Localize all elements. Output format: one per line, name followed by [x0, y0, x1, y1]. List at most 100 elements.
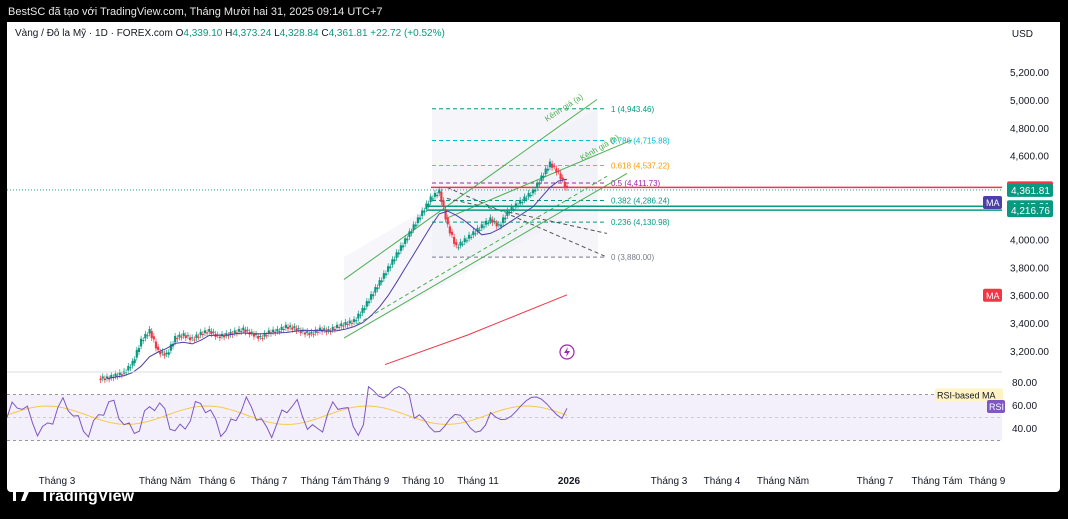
rsi-band — [7, 394, 1002, 441]
candle — [329, 331, 332, 333]
time-label: Tháng 7 — [856, 476, 894, 487]
candle — [227, 335, 230, 337]
candle — [265, 335, 268, 337]
candle — [165, 352, 168, 355]
candle — [312, 333, 315, 335]
candle — [378, 280, 381, 286]
candle — [529, 194, 532, 196]
time-label: Tháng 9 — [968, 476, 1006, 487]
candle — [484, 220, 488, 225]
rsi-tag — [987, 400, 1005, 413]
channel-shade — [344, 108, 597, 339]
candle — [461, 243, 464, 245]
candle — [521, 201, 524, 203]
candle — [174, 335, 177, 343]
candle — [480, 224, 483, 229]
candle — [433, 192, 437, 197]
candle — [335, 324, 339, 328]
candle — [301, 330, 305, 332]
candle — [489, 217, 492, 222]
candle — [395, 252, 398, 258]
close-value: 4,361.81 — [328, 28, 368, 39]
candle — [152, 336, 155, 340]
alert-icon — [559, 344, 575, 360]
fib-label-6: 0 (3,880.00) — [611, 253, 654, 262]
candle — [186, 335, 190, 337]
projection-line-2 — [446, 198, 608, 234]
candle — [455, 242, 458, 246]
candle — [340, 323, 343, 327]
candle — [459, 241, 462, 246]
candle — [254, 333, 258, 335]
candle — [240, 331, 243, 333]
candle — [440, 191, 443, 202]
candle — [118, 372, 121, 376]
candle — [476, 227, 479, 232]
candle — [197, 336, 200, 338]
time-label: Tháng 4 — [703, 476, 741, 487]
high-value: 4,373.24 — [232, 28, 272, 39]
time-label: Tháng 9 — [352, 476, 390, 487]
candle — [438, 189, 441, 194]
rsi-tag-label: RSI — [989, 402, 1004, 412]
candle — [110, 375, 113, 378]
symbol-legend: Vàng / Đô la Mỹ · 1D · FOREX.com O4,339.… — [15, 28, 445, 39]
rsi-line — [7, 385, 568, 439]
candle — [448, 226, 451, 234]
candle — [367, 301, 371, 304]
candle — [257, 335, 260, 339]
candle — [527, 192, 530, 197]
currency-label[interactable]: USD — [1011, 29, 1033, 40]
time-label: Tháng 3 — [38, 476, 76, 487]
candle — [482, 226, 486, 228]
candle — [442, 200, 445, 207]
candle — [457, 247, 460, 249]
candle — [470, 236, 473, 238]
candle — [561, 177, 564, 180]
candle — [293, 326, 296, 328]
candle — [516, 205, 520, 207]
candle — [137, 348, 141, 352]
candle — [169, 344, 172, 351]
open-label: O — [175, 28, 184, 39]
candle — [512, 208, 515, 210]
candle — [252, 333, 256, 337]
candle — [242, 327, 245, 331]
candle — [259, 335, 262, 338]
candle — [387, 266, 390, 272]
candle — [423, 210, 426, 213]
rsi-ma-tag — [935, 388, 1003, 402]
candle — [131, 361, 134, 366]
candle — [497, 224, 500, 226]
candle — [491, 219, 494, 223]
candle — [297, 328, 300, 330]
candle — [191, 337, 194, 339]
time-axis[interactable]: Tháng 3 Tháng Năm Tháng 6 Tháng 7 Tháng Tám T… — [7, 470, 1060, 492]
candle — [404, 238, 407, 244]
candle — [163, 353, 166, 356]
candle — [278, 331, 281, 333]
candle — [295, 328, 298, 332]
symbol-name[interactable]: Vàng / Đô la Mỹ · 1D · FOREX.com — [15, 28, 173, 39]
open-value: 4,339.10 — [183, 28, 223, 39]
candle — [431, 198, 434, 200]
candle — [99, 378, 102, 381]
ma-tag-1 — [983, 288, 1002, 302]
price-chart[interactable]: 1 (4,943.46) 0.786 (4,715.88) 0.618 (4,537… — [7, 22, 1060, 470]
candle — [150, 331, 153, 338]
candle — [182, 333, 185, 336]
candle — [365, 301, 368, 307]
price-badge-label-3: 4,216.76 — [1011, 206, 1050, 217]
candle — [446, 217, 449, 225]
candle — [306, 331, 309, 333]
chart-panel[interactable]: 1 (4,943.46) 0.786 (4,715.88) 0.618 (4,537… — [7, 22, 1060, 470]
candle — [414, 224, 417, 227]
candle — [540, 175, 543, 182]
fib-label-4: 0.382 (4,286.24) — [611, 196, 670, 205]
candle — [504, 217, 507, 220]
candle — [144, 333, 147, 339]
candle — [233, 330, 236, 334]
candle — [327, 328, 330, 331]
time-label: 2026 — [557, 476, 581, 487]
candle — [139, 338, 143, 347]
